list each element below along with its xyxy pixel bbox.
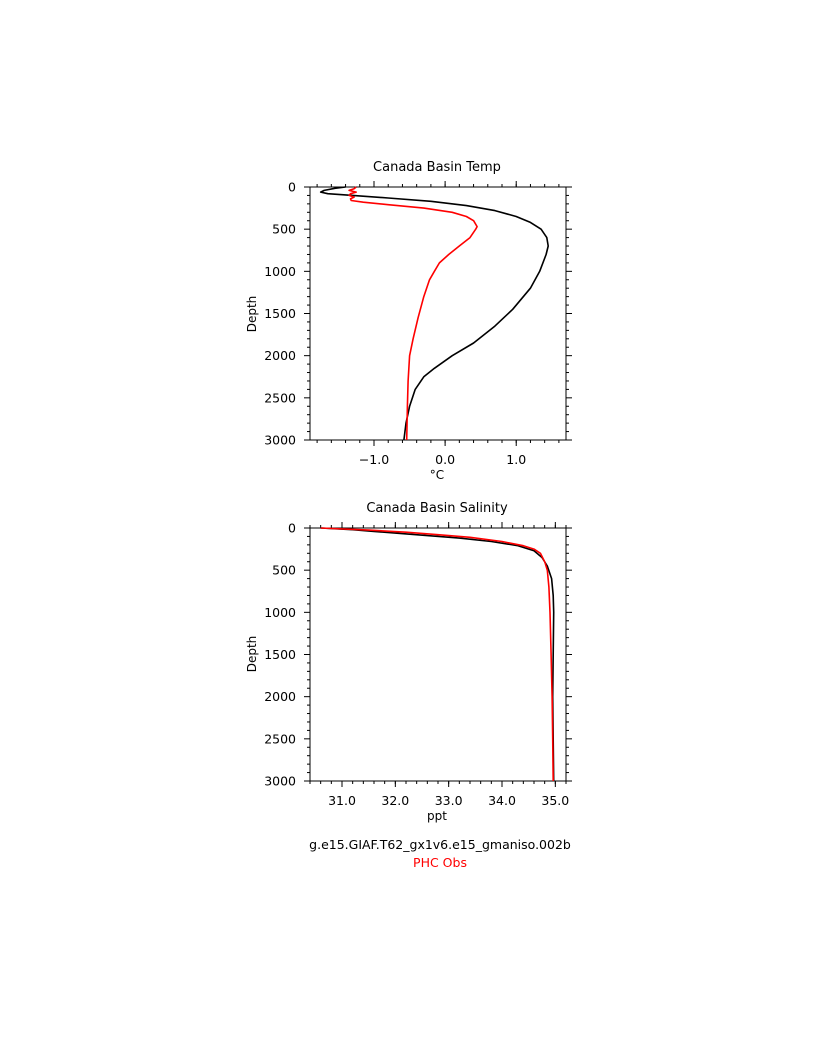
salinity-y-axis-label: Depth <box>245 636 259 673</box>
temperature-y-tick-label: 0 <box>288 180 296 195</box>
temperature-y-tick-label: 3000 <box>264 433 296 448</box>
temperature-model-line <box>319 186 549 441</box>
salinity-y-tick-label: 2000 <box>264 689 296 704</box>
salinity-y-tick-label: 3000 <box>264 774 296 789</box>
temperature-x-tick-label: 0.0 <box>435 452 455 467</box>
temperature-x-tick-label: −1.0 <box>359 452 389 467</box>
temperature-x-tick-label: 1.0 <box>506 452 526 467</box>
salinity-x-tick-label: 31.0 <box>328 793 356 808</box>
temperature-y-axis-label: Depth <box>245 296 259 333</box>
temperature-y-tick-label: 500 <box>272 222 296 237</box>
salinity-x-tick-label: 32.0 <box>381 793 409 808</box>
salinity-plot-frame <box>309 527 567 782</box>
temperature-panel: Canada Basin Temp Depth °C 0 500 1000 1500 2… <box>245 160 572 482</box>
salinity-x-tick-label: 34.0 <box>488 793 516 808</box>
salinity-x-tick-label: 33.0 <box>435 793 463 808</box>
salinity-y-tick-label: 0 <box>288 521 296 536</box>
salinity-x-tick-label: 35.0 <box>541 793 569 808</box>
salinity-y-tick-label: 500 <box>272 563 296 578</box>
salinity-panel: Canada Basin Salinity Depth ppt 0 500 1000… <box>245 501 572 823</box>
temperature-chart-title: Canada Basin Temp <box>373 160 501 175</box>
legend-model-label: g.e15.GIAF.T62_gx1v6.e15_gmaniso.002b <box>309 837 571 852</box>
temperature-obs-line <box>348 186 478 441</box>
salinity-x-axis-label: ppt <box>427 809 447 823</box>
legend-obs-label: PHC Obs <box>413 855 467 870</box>
temperature-y-tick-label: 2500 <box>264 390 296 405</box>
salinity-y-tick-label: 1500 <box>264 647 296 662</box>
temperature-y-tick-label: 1500 <box>264 306 296 321</box>
temperature-x-axis-label: °C <box>430 468 444 482</box>
salinity-y-tick-label: 2500 <box>264 731 296 746</box>
temperature-y-tick-label: 2000 <box>264 348 296 363</box>
salinity-obs-line <box>320 527 554 782</box>
temperature-plot-frame <box>309 186 567 441</box>
salinity-y-tick-label: 1000 <box>264 605 296 620</box>
temperature-y-tick-label: 1000 <box>264 264 296 279</box>
salinity-chart-title: Canada Basin Salinity <box>366 501 508 516</box>
salinity-model-line <box>320 527 555 782</box>
